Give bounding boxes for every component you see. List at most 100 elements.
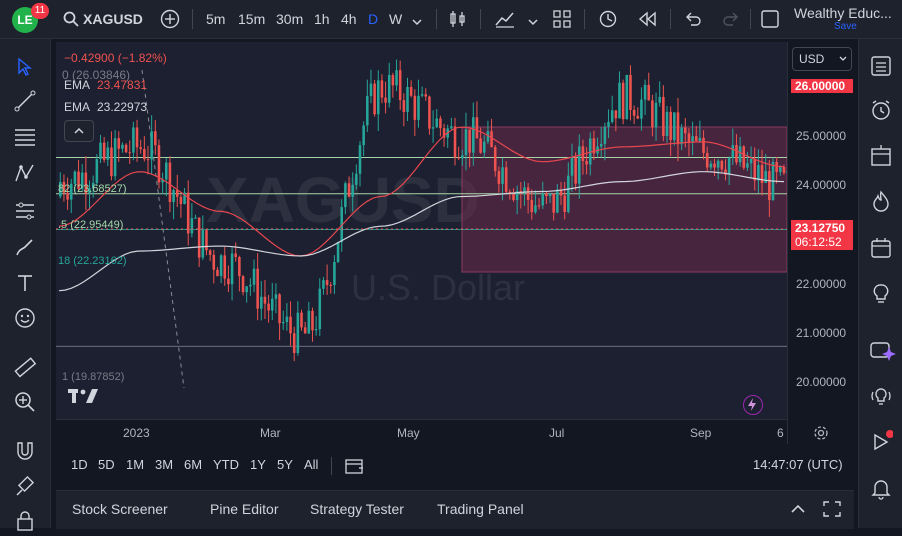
chat-sparkle-icon[interactable] (869, 340, 896, 364)
range-1d[interactable]: 1D (71, 457, 88, 472)
notifications-bell-icon[interactable] (869, 476, 893, 500)
range-3m[interactable]: 3M (155, 457, 174, 472)
price-label-21: 21.00000 (796, 326, 847, 340)
emoji-icon[interactable] (13, 306, 37, 330)
interval-4h[interactable]: 4h (341, 11, 357, 27)
tab-stock-screener[interactable]: Stock Screener (72, 501, 168, 517)
lock-drawing-icon[interactable] (13, 475, 37, 499)
price-axis[interactable]: USD 26.00000 25.00000 24.00000 23.12750 … (787, 42, 855, 444)
interval-1h[interactable]: 1h (314, 11, 330, 27)
candles-type-icon[interactable] (448, 9, 468, 32)
collapse-legend-button[interactable] (64, 120, 94, 142)
layouts-grid-icon[interactable] (553, 10, 571, 31)
price-chart[interactable]: XAGUSD U.S. Dollar (56, 42, 787, 419)
live-lightbulb-icon[interactable] (869, 384, 893, 408)
ruler-icon[interactable] (13, 355, 37, 379)
candle-body (698, 137, 702, 141)
fullscreen-box-icon[interactable] (761, 10, 779, 31)
notification-badge: 11 (31, 3, 49, 19)
indicators-icon[interactable] (494, 9, 516, 32)
tab-strategy-tester[interactable]: Strategy Tester (310, 501, 404, 517)
candle-body (402, 100, 406, 112)
candle-body (779, 167, 782, 173)
compare-add-icon[interactable] (160, 9, 180, 32)
ideas-lightbulb-icon[interactable] (869, 282, 893, 306)
range-5y[interactable]: 5Y (277, 457, 293, 472)
chart-pane[interactable]: XAGUSD U.S. Dollar −0.42900 (−1.82%) 0 (… (56, 42, 787, 419)
candle-body (303, 327, 307, 334)
candle-body (461, 155, 464, 159)
candle-body (709, 163, 713, 168)
tradingview-logo[interactable] (68, 386, 100, 411)
prediction-icon[interactable] (13, 199, 37, 223)
chevron-down-icon[interactable] (528, 14, 538, 29)
candle-body (252, 268, 256, 285)
fib-retracement-icon[interactable] (13, 125, 37, 149)
save-link[interactable]: Save (834, 21, 857, 32)
range-ytd[interactable]: YTD (213, 457, 239, 472)
maximize-panel-icon[interactable] (823, 501, 841, 520)
interval-d[interactable]: D (368, 11, 379, 27)
ema-fast-value: 23.47831 (97, 78, 148, 92)
data-window-icon[interactable] (869, 144, 893, 168)
interval-15m[interactable]: 15m (238, 11, 266, 27)
tab-pine-editor[interactable]: Pine Editor (210, 501, 279, 517)
range-1m[interactable]: 1M (126, 457, 145, 472)
utc-clock[interactable]: 14:47:07 (UTC) (753, 457, 843, 472)
hotlists-fire-icon[interactable] (869, 190, 893, 214)
replay-icon[interactable] (638, 11, 658, 30)
cursor-icon[interactable] (13, 55, 37, 79)
candle-body (99, 142, 102, 160)
chevron-down-icon[interactable] (412, 14, 422, 29)
interval-5m[interactable]: 5m (206, 11, 226, 27)
candle-body (358, 145, 362, 174)
alert-clock-icon[interactable] (598, 9, 618, 32)
candle-body (157, 145, 161, 183)
currency-select[interactable]: USD (792, 47, 852, 71)
brush-icon[interactable] (13, 235, 37, 259)
time-axis[interactable]: 2023 Mar May Jul Sep 6 (56, 419, 787, 445)
chevron-up-icon[interactable] (790, 503, 806, 518)
magnet-icon[interactable] (13, 439, 37, 463)
candle-body (705, 152, 709, 168)
tab-trading-panel[interactable]: Trading Panel (437, 501, 524, 517)
candle-body (274, 294, 278, 299)
calendar-icon[interactable] (869, 236, 893, 260)
settings-gear-icon[interactable] (813, 425, 829, 444)
lock-icon[interactable] (13, 509, 37, 533)
range-1y[interactable]: 1Y (250, 457, 266, 472)
candle-body (369, 83, 373, 97)
workspace-name[interactable]: Wealthy Educ... (794, 5, 892, 21)
interval-w[interactable]: W (389, 11, 403, 27)
redo-icon[interactable] (722, 11, 740, 30)
streams-play-icon[interactable] (869, 430, 894, 454)
candle-body (69, 183, 73, 200)
text-icon[interactable] (13, 271, 37, 295)
candle-body (88, 188, 91, 194)
range-5d[interactable]: 5D (98, 457, 115, 472)
candles (59, 59, 787, 362)
range-separator (331, 457, 332, 475)
zoom-in-icon[interactable] (13, 390, 37, 414)
candle-body (325, 280, 329, 285)
range-all[interactable]: All (304, 457, 319, 472)
alarm-clock-icon[interactable] (869, 98, 893, 122)
range-6m[interactable]: 6M (184, 457, 203, 472)
undo-icon[interactable] (684, 11, 702, 30)
interval-30m[interactable]: 30m (276, 11, 304, 27)
chevron-up-icon (74, 127, 84, 134)
candle-body (205, 230, 208, 251)
pattern-icon[interactable] (13, 161, 37, 185)
candle-body (625, 75, 629, 120)
candle-body (786, 171, 787, 173)
trend-line-icon[interactable] (13, 89, 37, 113)
candle-body (694, 136, 698, 141)
candle-body (720, 160, 724, 170)
symbol-search[interactable]: XAGUSD (83, 11, 143, 27)
candle-body (764, 171, 767, 183)
candle-body (684, 127, 687, 134)
search-icon[interactable] (63, 11, 79, 30)
goto-date-icon[interactable] (345, 457, 365, 478)
lightning-icon[interactable] (743, 395, 763, 415)
watchlist-icon[interactable] (869, 54, 893, 78)
